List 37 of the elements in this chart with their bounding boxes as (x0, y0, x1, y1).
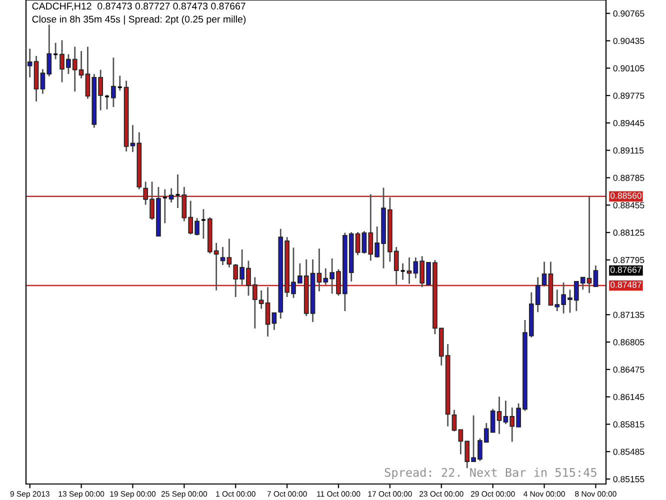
y-tick-label: 0.90765 (613, 10, 644, 17)
candlestick (452, 409, 457, 432)
text: Close in 8h 35m 45s | Spread: 2pt (0.25 per mille) (32, 15, 246, 25)
y-tick-label: 0.88785 (613, 174, 644, 181)
candlestick (542, 261, 547, 288)
candlestick (168, 188, 174, 204)
candlestick (406, 256, 412, 284)
y-tick-label: 0.90435 (613, 38, 644, 44)
y-tick-label: 0.89445 (613, 120, 644, 126)
y-tick-label: 0.85485 (613, 448, 644, 455)
annotation: Spread: 22. Next Bar in 515:45 (384, 468, 596, 480)
y-tick-label: 0.86475 (613, 366, 644, 373)
candlestick (111, 56, 116, 108)
candlestick (200, 208, 206, 240)
candlestick (496, 396, 502, 435)
candlestick (593, 264, 598, 288)
candlestick (104, 94, 110, 110)
candlestick (162, 188, 168, 224)
chart-title: CADCHF,H12 0.87473 0.87727 0.87473 0.87667 (32, 2, 246, 11)
y-tick-label: 0.89115 (613, 147, 644, 154)
candlestick (220, 246, 226, 266)
ref-line-label: 0.88560 (610, 192, 642, 199)
y-tick-label: 0.86805 (613, 339, 644, 346)
y-tick-label: 0.88455 (613, 202, 644, 208)
y-tick-label: 0.87135 (613, 312, 644, 318)
text: 0.87667 (610, 266, 642, 273)
y-tick-label: 0.89775 (613, 92, 644, 99)
y-tick-label: 0.86145 (613, 394, 644, 400)
y-tick-label: 0.88125 (613, 230, 644, 236)
y-tick-label: 0.85155 (613, 476, 644, 482)
ref-line-label: 0.87487 (610, 282, 642, 288)
y-tick-label: 0.87795 (613, 256, 644, 264)
candlestick (226, 238, 232, 268)
candlestick (272, 312, 277, 331)
y-tick-label: 0.90105 (613, 65, 644, 72)
candlestick (130, 124, 136, 153)
y-tick-label: 0.85815 (613, 421, 644, 428)
